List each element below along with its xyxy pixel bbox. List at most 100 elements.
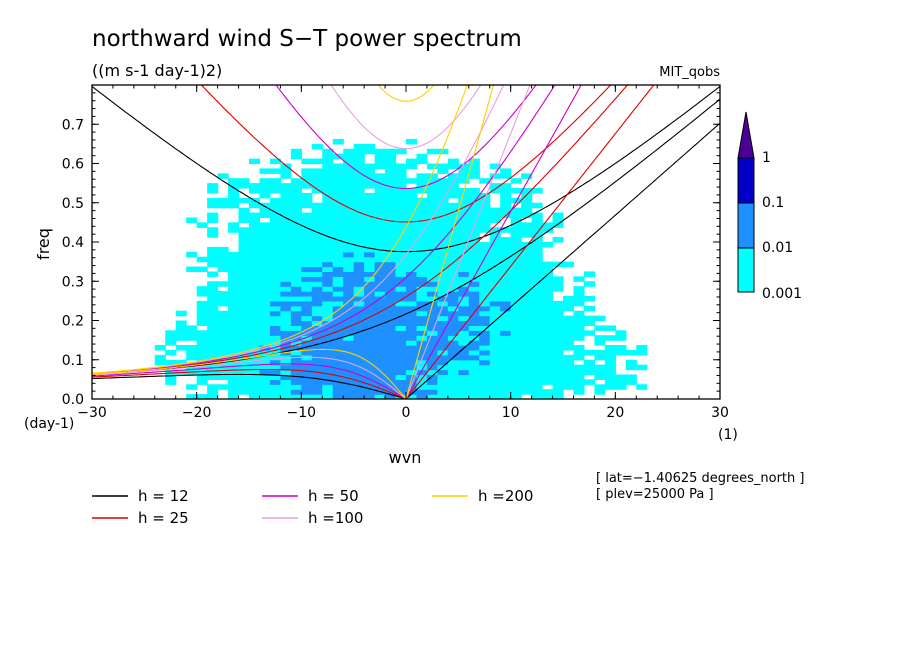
power-cell <box>479 251 491 258</box>
power-cell <box>510 217 522 223</box>
power-cell <box>311 183 323 189</box>
power-cell <box>228 384 240 390</box>
power-cell <box>269 384 281 390</box>
power-cell <box>353 305 365 312</box>
power-cell <box>364 178 376 184</box>
power-cell <box>332 251 344 258</box>
power-cell <box>301 384 313 390</box>
power-cell <box>395 384 407 390</box>
power-cell <box>228 202 240 209</box>
power-cell <box>353 330 365 336</box>
power-cell <box>406 310 418 317</box>
power-cell <box>280 340 292 346</box>
mixed-rossby-gravity-curve <box>92 85 505 375</box>
power-cell <box>332 183 344 189</box>
power-cell <box>500 291 512 297</box>
power-cell <box>416 153 428 160</box>
power-cell <box>259 394 271 399</box>
power-cell <box>364 271 376 277</box>
power-cell <box>269 246 281 253</box>
power-cell <box>374 202 386 209</box>
power-cell <box>437 202 449 209</box>
power-cell <box>500 271 512 277</box>
power-cell <box>437 207 449 214</box>
power-cell <box>249 261 261 268</box>
power-cell <box>301 379 313 385</box>
power-cell <box>573 384 585 390</box>
power-cell <box>332 227 344 233</box>
power-cell <box>458 222 470 228</box>
power-cell <box>280 379 292 385</box>
power-cell <box>468 291 480 297</box>
power-cell <box>290 271 302 277</box>
power-cell <box>249 227 261 233</box>
power-cell <box>353 212 365 219</box>
power-cell <box>322 310 334 317</box>
power-cell <box>364 320 376 327</box>
power-cell <box>311 158 323 165</box>
power-cell <box>416 315 428 322</box>
power-cell <box>521 291 533 297</box>
power-cell <box>426 389 438 395</box>
power-cell <box>364 168 376 174</box>
power-cell <box>186 384 198 390</box>
power-cell <box>489 232 501 238</box>
power-cell <box>332 217 344 223</box>
power-cell <box>269 310 281 317</box>
power-cell <box>280 251 292 258</box>
power-cell <box>573 295 585 302</box>
power-cell <box>458 300 470 307</box>
y-tick-label: 0.3 <box>62 274 84 290</box>
power-cell <box>416 394 428 399</box>
power-cell <box>542 281 554 287</box>
power-cell <box>447 266 459 273</box>
power-cell <box>437 291 449 297</box>
power-cell <box>364 173 376 179</box>
power-cell <box>322 369 334 376</box>
power-cell <box>343 286 355 292</box>
power-cell <box>353 261 365 268</box>
power-cell <box>385 364 397 371</box>
power-cell <box>489 325 501 331</box>
power-cell <box>385 335 397 341</box>
power-cell <box>322 168 334 174</box>
kelvin-wave-curve <box>405 85 582 399</box>
power-cell <box>416 364 428 371</box>
power-cell <box>217 330 229 336</box>
power-cell <box>615 345 627 351</box>
power-cell <box>437 374 449 380</box>
power-cell <box>280 188 292 194</box>
power-cell <box>542 349 554 356</box>
power-cell <box>385 168 397 174</box>
power-cell <box>458 251 470 258</box>
power-cell <box>406 276 418 282</box>
power-cell <box>437 359 449 366</box>
power-cell <box>249 188 261 194</box>
power-cell <box>426 315 438 322</box>
power-cell <box>290 212 302 219</box>
power-cell <box>468 173 480 179</box>
power-cell <box>479 310 491 317</box>
power-cell <box>374 325 386 331</box>
power-cell <box>249 286 261 292</box>
power-cell <box>269 217 281 223</box>
power-cell <box>552 261 564 268</box>
power-cell <box>228 261 240 268</box>
power-cell <box>290 188 302 194</box>
power-cell <box>207 271 219 277</box>
power-cell <box>447 394 459 399</box>
power-cell <box>301 276 313 282</box>
power-cell <box>269 320 281 327</box>
power-cell <box>500 276 512 282</box>
power-cell <box>196 394 208 399</box>
power-cell <box>385 261 397 268</box>
power-cell <box>374 197 386 204</box>
power-cell <box>311 349 323 356</box>
power-cell <box>196 305 208 312</box>
power-cell <box>353 242 365 248</box>
power-cell <box>489 207 501 214</box>
power-cell <box>447 349 459 356</box>
power-cell <box>311 379 323 385</box>
power-cell <box>217 256 229 263</box>
power-cell <box>311 242 323 248</box>
